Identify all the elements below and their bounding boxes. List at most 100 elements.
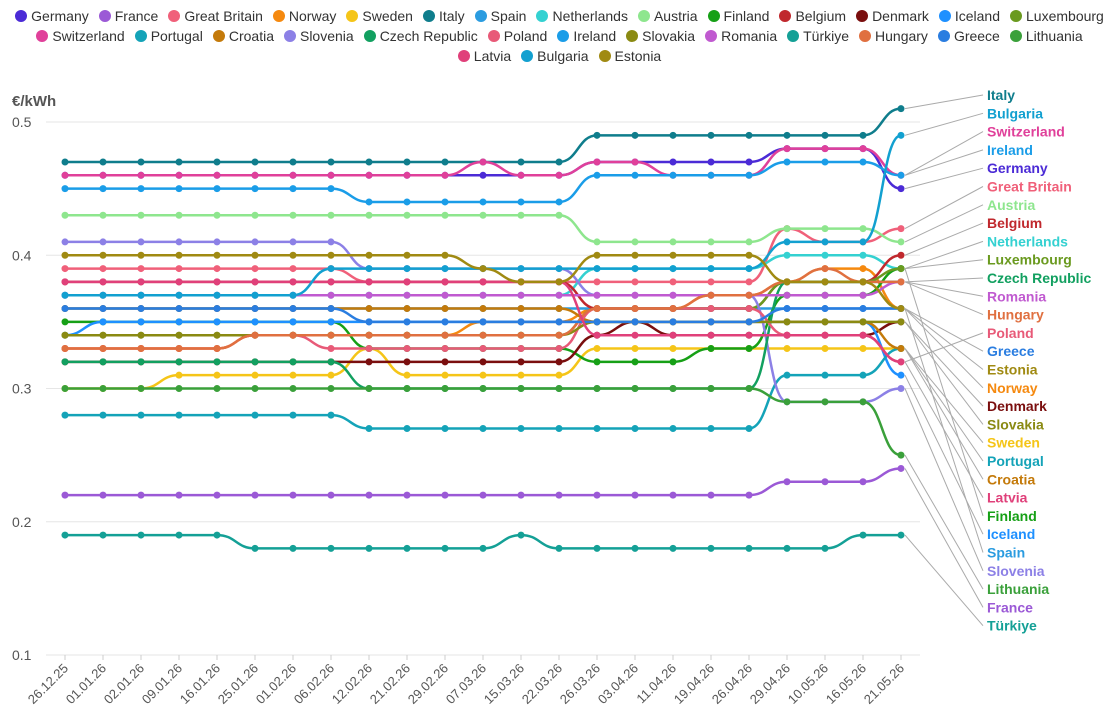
data-point bbox=[137, 331, 145, 339]
legend-item[interactable]: Hungary bbox=[859, 28, 928, 44]
legend-item[interactable]: Croatia bbox=[212, 28, 274, 44]
leader-line bbox=[904, 534, 984, 627]
data-point bbox=[61, 185, 69, 193]
legend-item[interactable]: Italy bbox=[422, 8, 465, 24]
legend-item[interactable]: Bulgaria bbox=[521, 48, 589, 64]
data-point bbox=[365, 331, 373, 339]
legend-item[interactable]: Norway bbox=[272, 8, 336, 24]
data-point bbox=[555, 305, 563, 313]
data-point bbox=[251, 371, 259, 379]
legend-item[interactable]: Portugal bbox=[134, 28, 203, 44]
data-point bbox=[61, 491, 69, 499]
legend-item[interactable]: Spain bbox=[474, 8, 526, 24]
legend-item[interactable]: Germany bbox=[15, 8, 89, 24]
legend-item[interactable]: Ireland bbox=[557, 28, 616, 44]
data-point bbox=[669, 544, 677, 552]
data-point bbox=[783, 331, 791, 339]
legend-label: Belgium bbox=[795, 8, 847, 24]
data-point bbox=[175, 291, 183, 299]
data-point bbox=[213, 411, 221, 419]
legend-item[interactable]: Great Britain bbox=[168, 8, 263, 24]
legend-label: Slovenia bbox=[299, 28, 354, 44]
data-point bbox=[593, 491, 601, 499]
data-point bbox=[137, 158, 145, 166]
data-point bbox=[821, 278, 829, 286]
data-point bbox=[517, 305, 525, 313]
legend-item[interactable]: Poland bbox=[487, 28, 547, 44]
legend-item[interactable]: Greece bbox=[937, 28, 1000, 44]
data-point bbox=[289, 331, 297, 339]
data-point bbox=[289, 318, 297, 326]
data-point bbox=[289, 278, 297, 286]
data-point bbox=[99, 278, 107, 286]
legend-label: Romania bbox=[721, 28, 778, 44]
legend-item[interactable]: France bbox=[98, 8, 158, 24]
data-point bbox=[479, 544, 487, 552]
legend-item[interactable]: Iceland bbox=[938, 8, 1000, 24]
legend-label: Portugal bbox=[150, 28, 203, 44]
y-tick-label: 0.2 bbox=[12, 514, 32, 530]
legend-item[interactable]: Austria bbox=[637, 8, 698, 24]
data-point bbox=[517, 278, 525, 286]
legend-item[interactable]: Finland bbox=[707, 8, 769, 24]
data-point bbox=[821, 371, 829, 379]
legend-item[interactable]: Netherlands bbox=[536, 8, 628, 24]
legend-item[interactable]: Slovakia bbox=[626, 28, 695, 44]
data-point bbox=[669, 385, 677, 392]
legend-item[interactable]: Sweden bbox=[346, 8, 413, 24]
end-label: Spain bbox=[987, 545, 1025, 561]
data-point bbox=[707, 305, 715, 313]
legend-label: Bulgaria bbox=[537, 48, 589, 64]
data-point bbox=[859, 278, 867, 286]
legend-item[interactable]: Latvia bbox=[457, 48, 511, 64]
data-point bbox=[213, 238, 221, 246]
data-point bbox=[517, 171, 525, 179]
legend-item[interactable]: Belgium bbox=[779, 8, 846, 24]
data-point bbox=[859, 225, 867, 233]
series-line bbox=[65, 307, 902, 350]
data-point bbox=[555, 424, 563, 432]
data-point bbox=[137, 171, 145, 179]
leader-line bbox=[904, 468, 984, 608]
legend-item[interactable]: Switzerland bbox=[36, 28, 125, 44]
data-point bbox=[859, 318, 867, 326]
data-point bbox=[821, 251, 829, 259]
legend-swatch bbox=[598, 50, 611, 62]
data-point bbox=[289, 358, 297, 366]
data-point bbox=[897, 105, 905, 113]
data-point bbox=[289, 171, 297, 179]
data-point bbox=[327, 358, 335, 366]
data-point bbox=[289, 211, 297, 219]
data-point bbox=[593, 305, 601, 313]
legend-item[interactable]: Czech Republic bbox=[363, 28, 478, 44]
legend-swatch bbox=[557, 30, 570, 42]
data-point bbox=[365, 265, 373, 273]
legend-item[interactable]: Türkiye bbox=[787, 28, 849, 44]
legend-item[interactable]: Lithuania bbox=[1009, 28, 1083, 44]
legend-swatch bbox=[1009, 30, 1022, 42]
legend-swatch bbox=[705, 30, 718, 42]
leader-line bbox=[904, 321, 984, 407]
data-point bbox=[403, 305, 411, 313]
end-label: Austria bbox=[987, 197, 1035, 213]
data-point bbox=[821, 331, 829, 339]
data-point bbox=[821, 318, 829, 326]
data-point bbox=[213, 211, 221, 219]
end-label: Germany bbox=[987, 160, 1048, 176]
legend-item[interactable]: Luxembourg bbox=[1010, 8, 1104, 24]
data-point bbox=[61, 411, 69, 419]
data-point bbox=[707, 331, 715, 339]
legend-item[interactable]: Romania bbox=[705, 28, 777, 44]
data-point bbox=[213, 491, 221, 499]
legend-item[interactable]: Estonia bbox=[598, 48, 661, 64]
data-point bbox=[137, 211, 145, 219]
legend-item[interactable]: Slovenia bbox=[283, 28, 354, 44]
data-point bbox=[289, 265, 297, 273]
data-point bbox=[631, 251, 639, 259]
x-tick-label: 03.04.26 bbox=[595, 661, 641, 707]
legend-swatch bbox=[626, 30, 639, 42]
data-point bbox=[669, 318, 677, 326]
legend-item[interactable]: Denmark bbox=[856, 8, 929, 24]
data-point bbox=[555, 158, 563, 166]
data-point bbox=[593, 251, 601, 259]
